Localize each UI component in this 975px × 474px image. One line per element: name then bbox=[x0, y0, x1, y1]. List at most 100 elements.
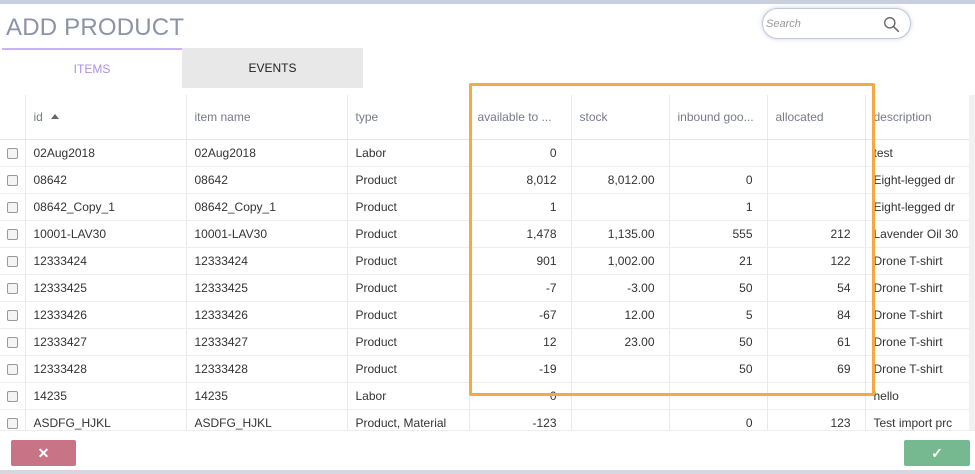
cell-id: 14235 bbox=[25, 382, 187, 410]
table-row[interactable]: 08642 08642 Product 8,012 8,012.00 0 Eight-leg… bbox=[0, 166, 975, 194]
row-checkbox[interactable] bbox=[6, 228, 18, 240]
cell-item-name: 12333426 bbox=[186, 301, 348, 329]
row-select-cell bbox=[0, 409, 26, 430]
cell-inbound: 21 bbox=[669, 247, 768, 275]
row-checkbox[interactable] bbox=[6, 282, 18, 294]
cell-item-name: 08642_Copy_1 bbox=[186, 193, 348, 221]
cell-inbound: 0 bbox=[669, 166, 768, 194]
table-row[interactable]: 12333428 12333428 Product -19 50 69 Drone T-sh… bbox=[0, 355, 975, 383]
cell-id: 12333424 bbox=[25, 247, 187, 275]
cell-allocated bbox=[767, 193, 866, 221]
cell-allocated: 122 bbox=[767, 247, 866, 275]
search-input[interactable] bbox=[766, 15, 876, 33]
row-checkbox[interactable] bbox=[6, 390, 18, 402]
cell-description: test bbox=[865, 139, 975, 167]
row-checkbox[interactable] bbox=[6, 417, 18, 429]
column-header-id[interactable]: id bbox=[25, 95, 187, 140]
cancel-button[interactable]: ✕ bbox=[11, 440, 76, 466]
cell-inbound: 1 bbox=[669, 193, 768, 221]
table-row[interactable]: 10001-LAV30 10001-LAV30 Product 1,478 1,135.… bbox=[0, 220, 975, 248]
column-header-inbound[interactable]: inbound goo... bbox=[669, 95, 768, 140]
cell-inbound: 5 bbox=[669, 301, 768, 329]
row-checkbox[interactable] bbox=[6, 363, 18, 375]
cell-description: Test import prc bbox=[865, 409, 975, 430]
column-header-allocated[interactable]: allocated bbox=[767, 95, 866, 140]
table-row[interactable]: 12333427 12333427 Product 12 23.00 50 61 Drone … bbox=[0, 328, 975, 356]
cell-item-name: 12333424 bbox=[186, 247, 348, 275]
row-select-cell bbox=[0, 274, 26, 302]
cell-id: 08642 bbox=[25, 166, 187, 194]
cell-item-name: 14235 bbox=[186, 382, 348, 410]
cell-id: 12333428 bbox=[25, 355, 187, 383]
cell-available: 8,012 bbox=[469, 166, 572, 194]
table-row[interactable]: 08642_Copy_1 08642_Copy_1 Product 1 1 Eight-l… bbox=[0, 193, 975, 221]
cell-available: -67 bbox=[469, 301, 572, 329]
row-select-cell bbox=[0, 166, 26, 194]
add-product-modal: ADD PRODUCT ITEMS EVENTS id item name ty… bbox=[0, 4, 975, 470]
row-select-cell bbox=[0, 193, 26, 221]
column-header-item-name[interactable]: item name bbox=[186, 95, 348, 140]
tab-items[interactable]: ITEMS bbox=[2, 48, 182, 88]
row-select-cell bbox=[0, 139, 26, 167]
cell-description: Drone T-shirt bbox=[865, 355, 975, 383]
cell-item-name: ASDFG_HJKL bbox=[186, 409, 348, 430]
vertical-scrollbar[interactable] bbox=[969, 95, 975, 430]
row-checkbox[interactable] bbox=[6, 201, 18, 213]
header-select-cell bbox=[0, 95, 26, 140]
page-title: ADD PRODUCT bbox=[6, 14, 185, 41]
search-box[interactable] bbox=[762, 8, 911, 39]
cell-type: Product bbox=[347, 193, 470, 221]
table-row[interactable]: 14235 14235 Labor 0 hello bbox=[0, 382, 975, 410]
cell-allocated: 54 bbox=[767, 274, 866, 302]
cell-available: 1,478 bbox=[469, 220, 572, 248]
row-checkbox[interactable] bbox=[6, 174, 18, 186]
cell-description: Drone T-shirt bbox=[865, 274, 975, 302]
tab-events[interactable]: EVENTS bbox=[182, 48, 363, 88]
cell-allocated: 61 bbox=[767, 328, 866, 356]
cell-inbound: 50 bbox=[669, 355, 768, 383]
cell-type: Product bbox=[347, 220, 470, 248]
cell-item-name: 10001-LAV30 bbox=[186, 220, 348, 248]
cell-type: Product bbox=[347, 355, 470, 383]
cell-type: Product bbox=[347, 166, 470, 194]
cell-item-name: 12333425 bbox=[186, 274, 348, 302]
cell-available: 0 bbox=[469, 139, 572, 167]
cell-stock: 1,135.00 bbox=[571, 220, 670, 248]
cell-type: Product bbox=[347, 274, 470, 302]
cell-available: -19 bbox=[469, 355, 572, 383]
footer: ✕ ✓ bbox=[0, 430, 975, 470]
cell-allocated bbox=[767, 166, 866, 194]
row-checkbox[interactable] bbox=[6, 147, 18, 159]
cell-stock bbox=[571, 355, 670, 383]
row-checkbox[interactable] bbox=[6, 255, 18, 267]
cell-stock bbox=[571, 139, 670, 167]
cell-id: 02Aug2018 bbox=[25, 139, 187, 167]
cell-available: 901 bbox=[469, 247, 572, 275]
row-select-cell bbox=[0, 328, 26, 356]
cell-inbound: 555 bbox=[669, 220, 768, 248]
cell-stock bbox=[571, 382, 670, 410]
cell-stock: 12.00 bbox=[571, 301, 670, 329]
search-icon[interactable] bbox=[883, 16, 900, 33]
top-border bbox=[0, 0, 975, 4]
table-row[interactable]: ASDFG_HJKL ASDFG_HJKL Product, Material -12… bbox=[0, 409, 975, 430]
cell-inbound bbox=[669, 139, 768, 167]
column-header-stock[interactable]: stock bbox=[571, 95, 670, 140]
sort-ascending-icon bbox=[50, 114, 59, 120]
row-checkbox[interactable] bbox=[6, 336, 18, 348]
table-row[interactable]: 12333426 12333426 Product -67 12.00 5 84 Drone … bbox=[0, 301, 975, 329]
table-row[interactable]: 12333425 12333425 Product -7 -3.00 50 54 Drone … bbox=[0, 274, 975, 302]
cell-available: -123 bbox=[469, 409, 572, 430]
confirm-button[interactable]: ✓ bbox=[904, 440, 970, 466]
column-header-type[interactable]: type bbox=[347, 95, 470, 140]
cell-id: ASDFG_HJKL bbox=[25, 409, 187, 430]
row-select-cell bbox=[0, 382, 26, 410]
column-header-description[interactable]: description bbox=[865, 95, 975, 140]
column-header-available[interactable]: available to ... bbox=[469, 95, 572, 140]
table-row[interactable]: 02Aug2018 02Aug2018 Labor 0 test bbox=[0, 139, 975, 167]
table-row[interactable]: 12333424 12333424 Product 901 1,002.00 21 122 D… bbox=[0, 247, 975, 275]
cell-allocated: 69 bbox=[767, 355, 866, 383]
row-checkbox[interactable] bbox=[6, 309, 18, 321]
cell-allocated bbox=[767, 139, 866, 167]
cell-item-name: 02Aug2018 bbox=[186, 139, 348, 167]
